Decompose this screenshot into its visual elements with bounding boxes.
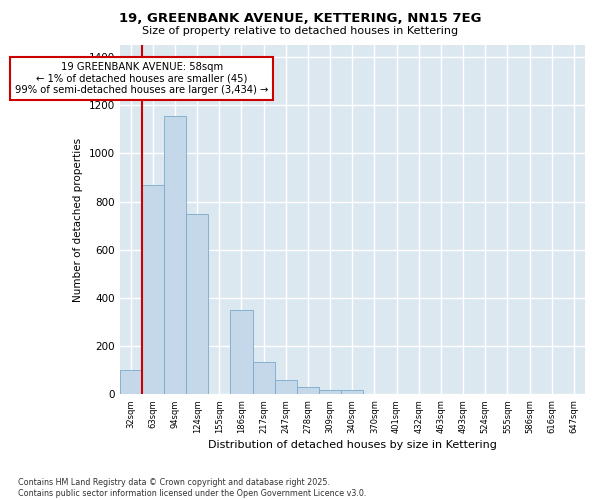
Bar <box>275 380 297 394</box>
Bar <box>142 184 164 394</box>
Text: 19 GREENBANK AVENUE: 58sqm
← 1% of detached houses are smaller (45)
99% of semi-: 19 GREENBANK AVENUE: 58sqm ← 1% of detac… <box>15 62 268 95</box>
Bar <box>119 370 142 394</box>
Bar <box>164 116 186 394</box>
Bar <box>297 387 319 394</box>
Text: Contains HM Land Registry data © Crown copyright and database right 2025.
Contai: Contains HM Land Registry data © Crown c… <box>18 478 367 498</box>
Text: Size of property relative to detached houses in Kettering: Size of property relative to detached ho… <box>142 26 458 36</box>
X-axis label: Distribution of detached houses by size in Kettering: Distribution of detached houses by size … <box>208 440 497 450</box>
Bar <box>319 390 341 394</box>
Bar <box>186 214 208 394</box>
Y-axis label: Number of detached properties: Number of detached properties <box>73 138 83 302</box>
Bar <box>253 362 275 394</box>
Bar <box>341 390 364 394</box>
Text: 19, GREENBANK AVENUE, KETTERING, NN15 7EG: 19, GREENBANK AVENUE, KETTERING, NN15 7E… <box>119 12 481 26</box>
Bar <box>230 310 253 394</box>
